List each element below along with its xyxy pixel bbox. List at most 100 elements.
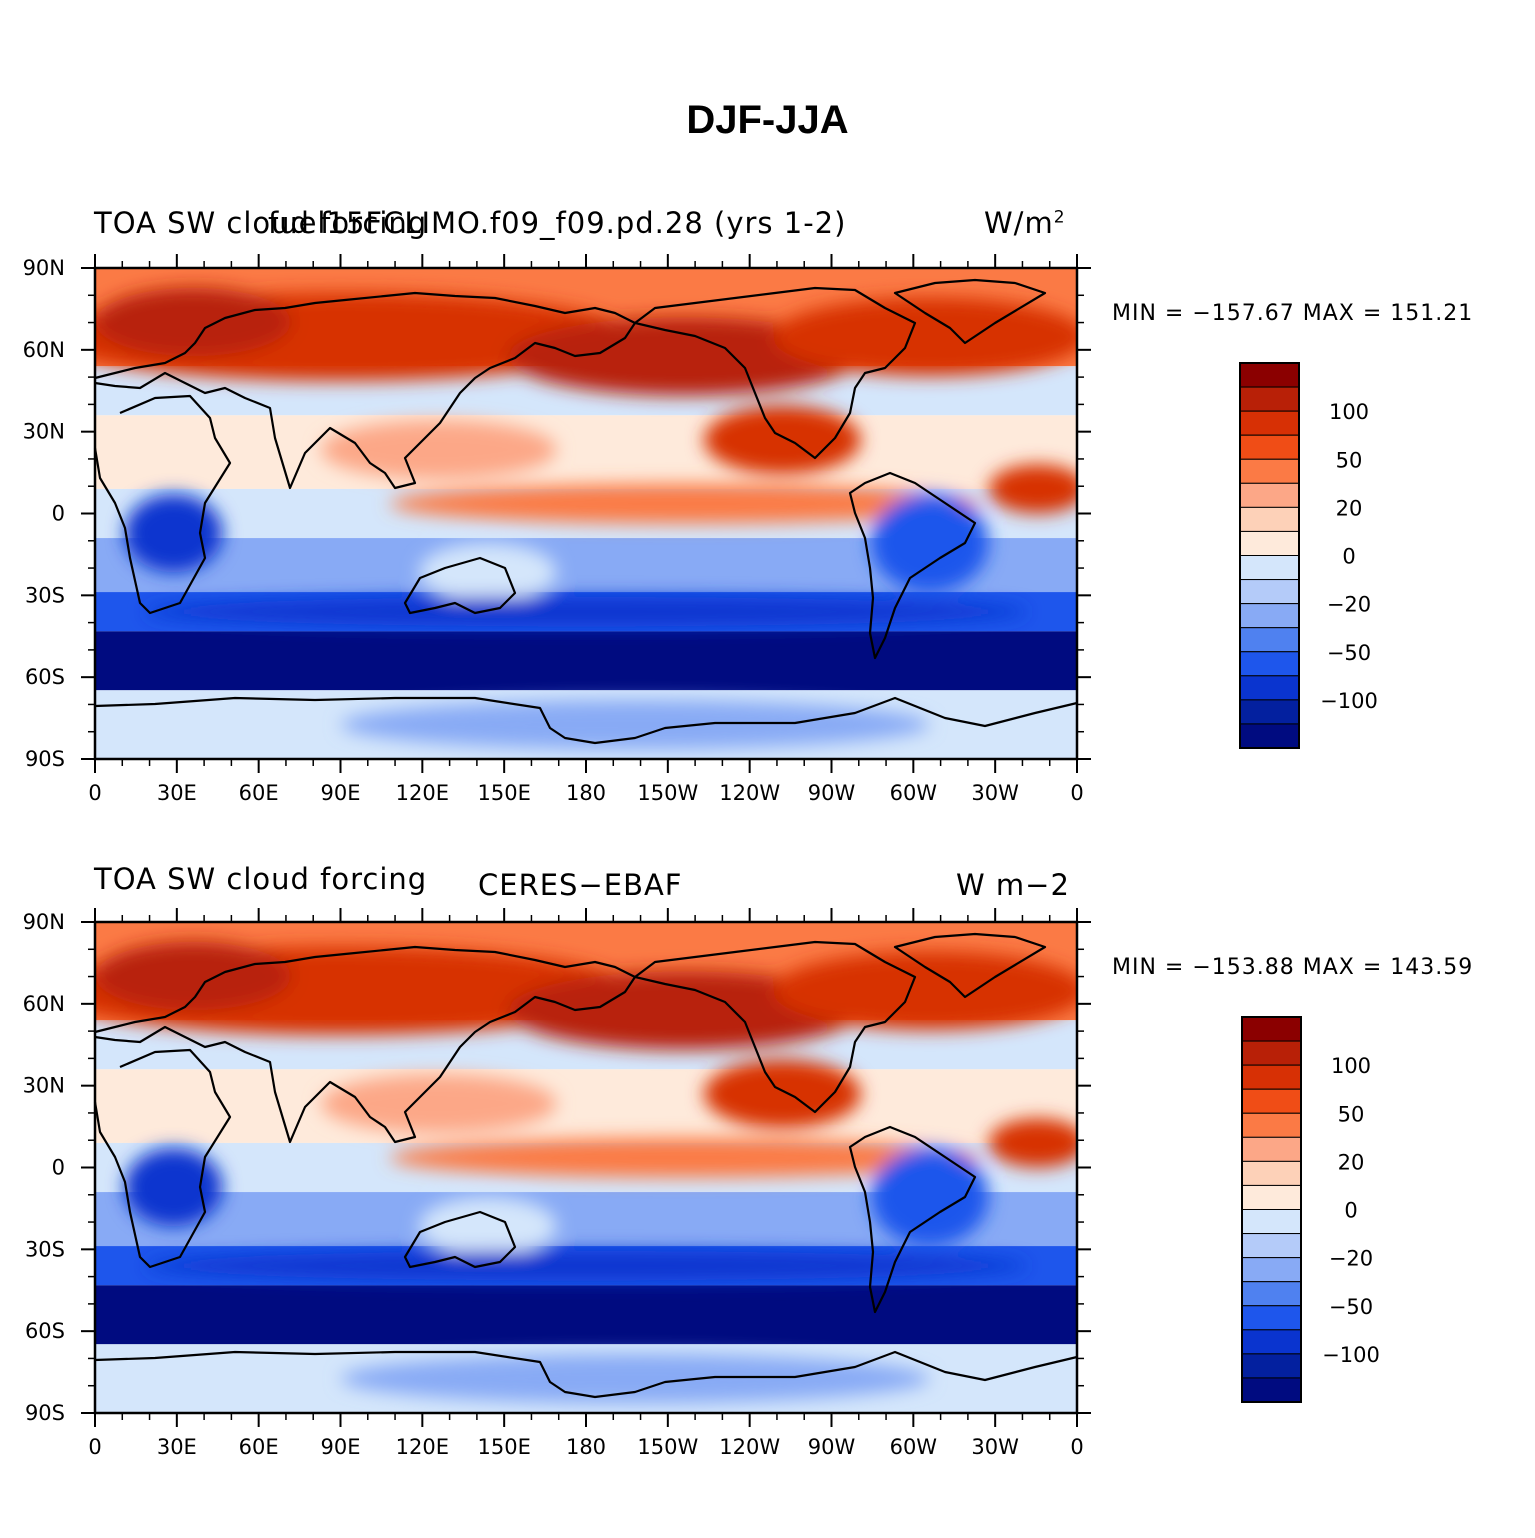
map-panel-2: 0 30E 60E 90E 120E 150E 180 150W 120W 90W 60W 30W 09… [23,908,1380,1459]
colorbar-swatch [1239,386,1300,412]
colorbar-label: −20 [1329,1247,1373,1271]
coastlines [93,278,1078,745]
colorbar: 100 50 20 0 −20 −50 −100 [1239,362,1378,749]
colorbar-swatch [1241,1016,1302,1042]
coastline [93,394,232,615]
colorbar-swatch [1239,482,1300,508]
field-patch [988,464,1077,514]
colorbar-swatch [1239,651,1300,677]
field-patch [95,941,292,1011]
colorbar-label: 20 [1338,1150,1365,1174]
x-tick-label: 0 [1070,1435,1083,1459]
field-patch [419,1196,557,1256]
colorbar-swatch [1239,555,1300,581]
colorbar-swatch [1239,675,1300,701]
panel2-units: W m−2 [956,868,1070,902]
coastline [633,940,917,1114]
lat-band [95,415,1077,489]
y-tick-label: 60S [25,1319,65,1343]
field-patches [95,941,1077,1404]
colorbar-swatch [1241,1209,1302,1235]
map-field [95,922,1077,1413]
colorbar-label: −50 [1329,1295,1373,1319]
x-tick-label: 90E [321,781,361,805]
colorbar-label: 50 [1338,1102,1365,1126]
x-tick-label: 90E [321,1435,361,1459]
y-tick-label: 30N [23,1074,65,1098]
map-field [95,268,1077,759]
colorbar-swatch [1241,1281,1302,1307]
field-patch [988,1118,1077,1168]
field-patch [389,1138,979,1178]
colorbar-swatch [1239,458,1300,484]
colorbar-swatch [1241,1160,1302,1186]
x-tick-label: 30E [157,781,197,805]
field-patch [870,1147,989,1247]
y-tick-label: 60N [23,992,65,1016]
x-tick-label: 150W [637,781,698,805]
colorbar-swatch [1241,1377,1302,1403]
y-tick-label: 60N [23,338,65,362]
field-patch [389,484,979,524]
colorbar-swatch [1239,530,1300,556]
colorbar-swatch [1241,1064,1302,1090]
x-tick-label: 30W [971,781,1019,805]
colorbar-frame [1239,362,1300,749]
colorbar-swatch [1239,723,1300,749]
field-patch [320,1074,557,1134]
colorbar-label: 0 [1342,545,1355,569]
colorbar-swatch [1239,434,1300,460]
x-tick-label: 150E [477,1435,530,1459]
y-tick-label: 30S [25,583,65,607]
colorbar-label: 0 [1344,1199,1357,1223]
panel1-units: W/m2 [984,206,1066,240]
colorbar-frame [1241,1016,1302,1403]
colorbar-swatch [1241,1136,1302,1162]
y-tick-label: 30S [25,1237,65,1261]
field-patch [419,542,557,602]
x-tick-label: 30W [971,1435,1019,1459]
panel1-left-title: TOA SW cloud forcing [94,206,428,240]
x-tick-label: 120E [396,1435,449,1459]
colorbar-swatch [1241,1329,1302,1355]
coastline [94,696,1078,745]
field-patch [507,971,861,1050]
colorbar-swatch [1239,506,1300,532]
colorbar-label: 100 [1331,1054,1371,1078]
x-tick-label: 30E [157,1435,197,1459]
x-tick-label: 90W [808,781,856,805]
y-tick-label: 90S [25,1401,65,1425]
panel1-min-max: MIN = −157.67 MAX = 151.21 [1112,301,1474,326]
field-patch [144,1250,1028,1281]
x-tick-label: 120E [396,781,449,805]
x-tick-label: 60W [890,1435,938,1459]
panel1-center-title: fuel15FCLIMO.f09_f09.pd.28 (yrs 1-2) [268,206,847,240]
panel2-min-max: MIN = −153.88 MAX = 143.59 [1112,955,1474,980]
colorbar-swatch [1241,1353,1302,1379]
field-patch [95,287,292,357]
y-tick-label: 0 [52,502,65,526]
y-tick-label: 90N [23,256,65,280]
lat-band [95,1069,1077,1143]
colorbar-swatch [1241,1040,1302,1066]
colorbar-swatch [1239,699,1300,725]
field-patches [95,287,1077,750]
x-tick-label: 60E [239,781,279,805]
field-patch [124,493,223,573]
colorbar-swatch [1241,1088,1302,1114]
coastline [94,291,637,490]
coastline [94,945,637,1144]
panel2-center-title: CERES−EBAF [478,868,683,902]
coastline [403,556,517,615]
x-tick-label: 180 [566,1435,606,1459]
colorbar-swatch [1239,579,1300,605]
colorbar-label: −50 [1327,641,1371,665]
colorbar-label: −20 [1327,593,1371,617]
colorbar-label: 20 [1336,496,1363,520]
x-tick-label: 0 [1070,781,1083,805]
lat-band [95,1285,1077,1345]
colorbar-swatch [1239,410,1300,436]
x-tick-label: 120W [719,781,780,805]
field-patch [703,405,861,475]
coastline [403,1210,517,1269]
